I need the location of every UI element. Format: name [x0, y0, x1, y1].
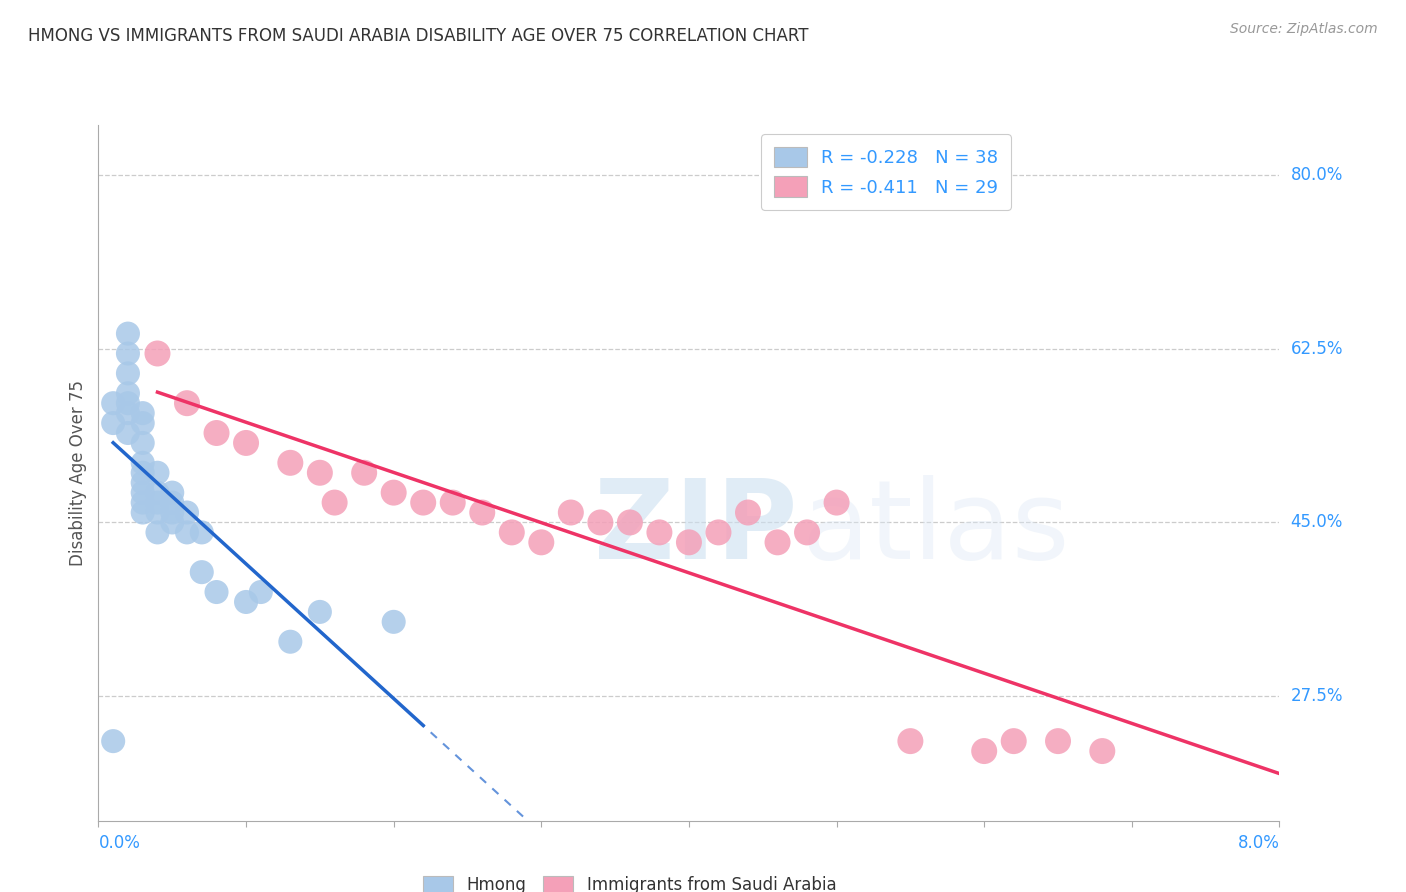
- Point: [1002, 734, 1025, 748]
- Point: [103, 396, 124, 410]
- Point: [191, 525, 214, 540]
- Text: 0.0%: 0.0%: [98, 834, 141, 852]
- Point: [132, 475, 155, 490]
- Point: [382, 485, 405, 500]
- Point: [278, 456, 301, 470]
- Point: [707, 525, 730, 540]
- Point: [132, 495, 155, 509]
- Point: [441, 495, 464, 509]
- Point: [162, 516, 183, 530]
- Point: [146, 506, 169, 520]
- Point: [117, 396, 139, 410]
- Text: HMONG VS IMMIGRANTS FROM SAUDI ARABIA DISABILITY AGE OVER 75 CORRELATION CHART: HMONG VS IMMIGRANTS FROM SAUDI ARABIA DI…: [28, 27, 808, 45]
- Y-axis label: Disability Age Over 75: Disability Age Over 75: [69, 380, 87, 566]
- Point: [323, 495, 346, 509]
- Text: 27.5%: 27.5%: [1291, 688, 1343, 706]
- Point: [530, 535, 553, 549]
- Text: atlas: atlas: [801, 475, 1070, 582]
- Point: [308, 605, 332, 619]
- Point: [235, 595, 257, 609]
- Point: [471, 506, 494, 520]
- Point: [796, 525, 818, 540]
- Point: [737, 506, 759, 520]
- Point: [205, 585, 228, 599]
- Point: [648, 525, 671, 540]
- Point: [146, 485, 169, 500]
- Point: [132, 466, 155, 480]
- Point: [162, 495, 183, 509]
- Point: [191, 565, 214, 579]
- Point: [146, 525, 169, 540]
- Point: [162, 506, 183, 520]
- Point: [176, 506, 198, 520]
- Point: [382, 615, 405, 629]
- Point: [176, 396, 198, 410]
- Point: [235, 436, 257, 450]
- Point: [117, 326, 139, 341]
- Point: [103, 416, 124, 430]
- Point: [117, 367, 139, 381]
- Point: [278, 634, 301, 648]
- Text: 8.0%: 8.0%: [1237, 834, 1279, 852]
- Point: [205, 425, 228, 440]
- Point: [825, 495, 848, 509]
- Point: [132, 506, 155, 520]
- Text: ZIP: ZIP: [595, 475, 797, 582]
- Point: [501, 525, 523, 540]
- Point: [146, 495, 169, 509]
- Point: [132, 416, 155, 430]
- Point: [560, 506, 582, 520]
- Point: [132, 485, 155, 500]
- Text: 45.0%: 45.0%: [1291, 514, 1343, 532]
- Point: [619, 516, 641, 530]
- Point: [117, 346, 139, 360]
- Point: [589, 516, 612, 530]
- Point: [250, 585, 273, 599]
- Point: [176, 525, 198, 540]
- Point: [103, 734, 124, 748]
- Text: 62.5%: 62.5%: [1291, 340, 1343, 358]
- Point: [132, 436, 155, 450]
- Point: [898, 734, 921, 748]
- Point: [308, 466, 332, 480]
- Point: [766, 535, 789, 549]
- Point: [1046, 734, 1069, 748]
- Point: [353, 466, 375, 480]
- Point: [117, 406, 139, 420]
- Point: [117, 425, 139, 440]
- Point: [117, 386, 139, 401]
- Point: [162, 485, 183, 500]
- Point: [973, 744, 995, 758]
- Point: [132, 406, 155, 420]
- Point: [1091, 744, 1114, 758]
- Point: [132, 456, 155, 470]
- Legend: Hmong, Immigrants from Saudi Arabia: Hmong, Immigrants from Saudi Arabia: [415, 868, 845, 892]
- Text: 80.0%: 80.0%: [1291, 166, 1343, 184]
- Point: [146, 466, 169, 480]
- Point: [412, 495, 434, 509]
- Point: [146, 346, 169, 360]
- Text: Source: ZipAtlas.com: Source: ZipAtlas.com: [1230, 22, 1378, 37]
- Point: [678, 535, 700, 549]
